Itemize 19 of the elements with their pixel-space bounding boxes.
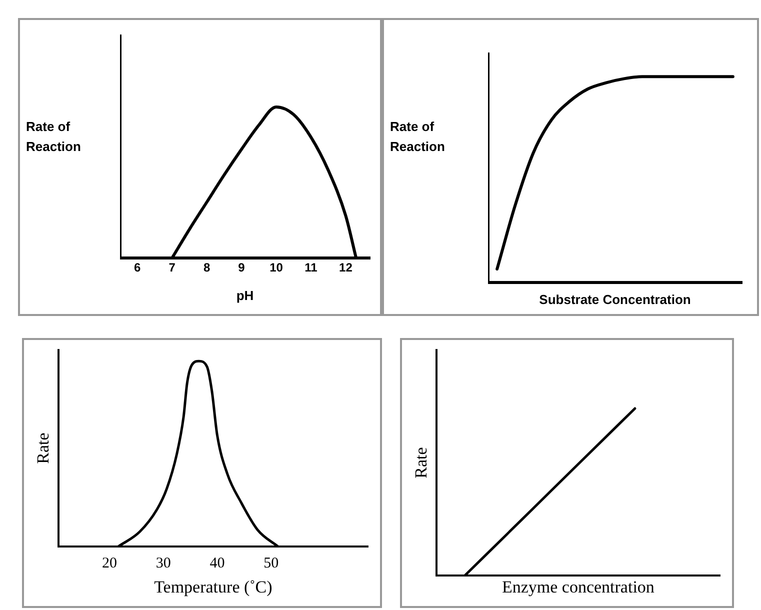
x-tick-label: 10 bbox=[270, 260, 284, 275]
x-tick-label: 12 bbox=[339, 260, 353, 275]
x-tick-label: 7 bbox=[168, 260, 176, 275]
x-tick-label: 50 bbox=[264, 556, 279, 572]
y-axis-title: Rate of Reaction bbox=[390, 118, 446, 156]
x-axis-title: Enzyme concentration bbox=[502, 577, 655, 596]
x-axis-title: pH bbox=[236, 288, 254, 303]
x-tick-label: 40 bbox=[210, 556, 225, 572]
x-tick-label: 30 bbox=[156, 556, 171, 572]
x-tick-label: 11 bbox=[304, 260, 318, 275]
x-tick-label: 6 bbox=[134, 260, 142, 275]
x-axis-title: Temperature (˚C) bbox=[154, 577, 272, 596]
x-tick-label: 9 bbox=[238, 260, 246, 275]
y-axis-title: Rate bbox=[412, 447, 431, 478]
y-axis-title: Rate bbox=[34, 432, 53, 464]
x-tick-label: 8 bbox=[203, 260, 210, 275]
y-axis-title: Rate of Reaction bbox=[26, 118, 82, 156]
x-axis-title: Substrate Concentration bbox=[539, 292, 691, 307]
x-tick-label: 20 bbox=[102, 556, 118, 572]
